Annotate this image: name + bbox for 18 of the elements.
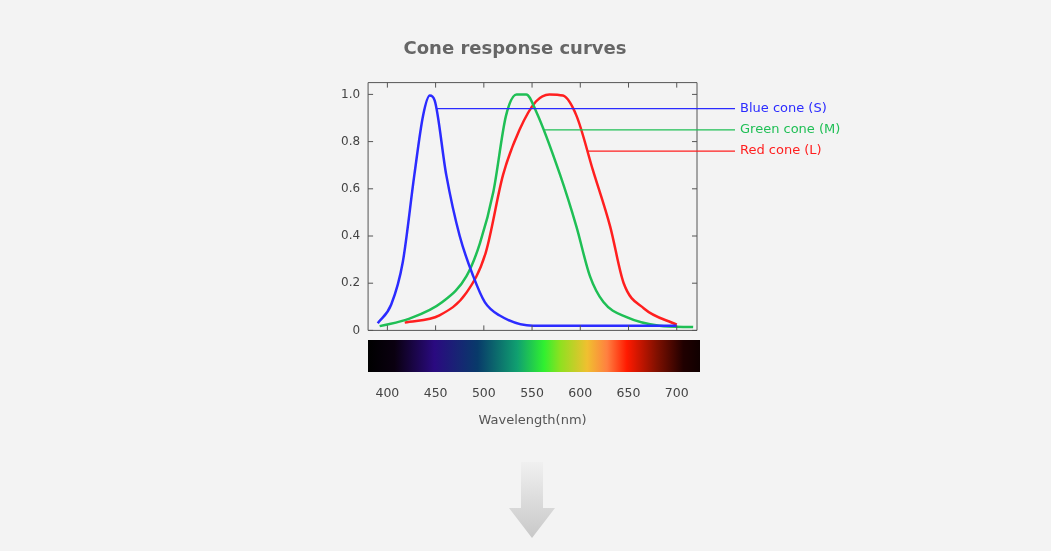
x-tick-label: 650 [616,385,641,401]
x-axis-title: Wavelength(nm) [478,411,587,427]
x-tick-label: 700 [664,385,689,401]
x-tick-label: 400 [375,385,400,401]
text: Green cone (M) [740,121,841,137]
x-tick-label: 550 [520,385,545,401]
y-tick-label: 1.0 [340,86,361,101]
y-tick-label: 0.6 [340,180,361,195]
x-tick-label: 500 [471,385,496,401]
y-tick-label: 0.2 [340,275,361,290]
x-tick-label: 600 [568,385,593,401]
x-tick-label: 450 [423,385,448,401]
text: Blue cone (S) [740,99,827,115]
chart-title: Cone response curves [403,37,627,59]
text: Red cone (L) [740,142,822,158]
y-tick-label: 0.4 [340,228,361,243]
y-tick-label: 0 [352,322,361,337]
y-tick-label: 0.8 [340,133,361,148]
